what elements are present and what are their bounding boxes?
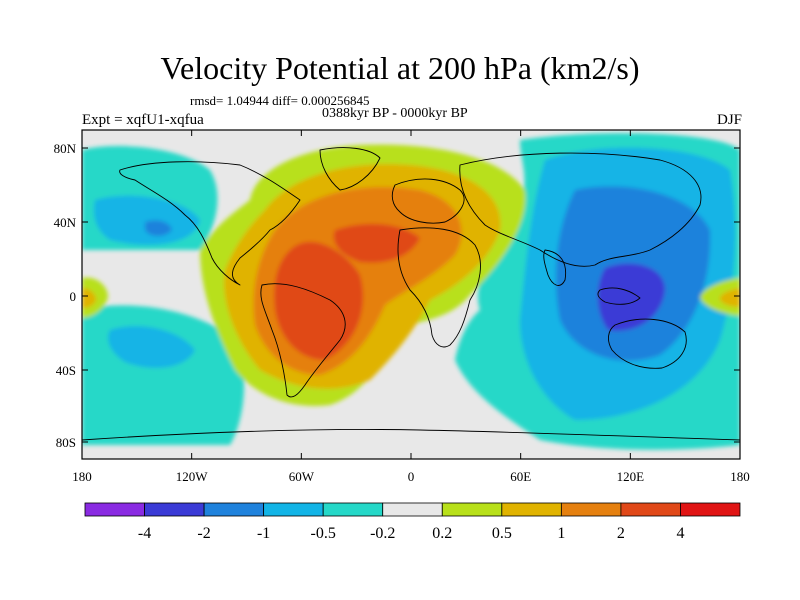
- lon-tick-label: 180: [730, 469, 750, 484]
- colorbar-swatch: [680, 502, 741, 517]
- lat-tick-label: 80N: [54, 141, 77, 156]
- lon-tick-label: 180: [72, 469, 92, 484]
- colorbar-label: 0.2: [432, 525, 452, 542]
- colorbar-swatch: [560, 502, 622, 517]
- lon-tick-label: 60E: [510, 469, 531, 484]
- coast-south-america: [260, 283, 346, 398]
- chart-title: Velocity Potential at 200 hPa (km2/s): [160, 50, 640, 86]
- lon-tick-label: 120E: [617, 469, 645, 484]
- coastlines: [82, 147, 740, 441]
- colorbar: -4 -2 -1 -0.5 -0.2 0.2 0.5 1 2 4: [84, 502, 741, 542]
- contour-neg-05-sw: [108, 326, 195, 368]
- colorbar-label: 0.5: [492, 525, 512, 542]
- contour-field: [82, 130, 740, 459]
- colorbar-swatch: [203, 502, 265, 517]
- colorbar-label: -0.2: [370, 525, 395, 542]
- colorbar-swatch: [84, 502, 145, 517]
- lat-tick-label: 40S: [56, 363, 76, 378]
- axis-ticks: 80N 40N 0 40S 80S 180 120W 60W 0 60E 120E 180: [54, 130, 750, 484]
- contour-neg-2: [597, 263, 665, 331]
- colorbar-label: -0.5: [311, 525, 336, 542]
- contour-pos-2: [274, 241, 364, 360]
- lat-tick-label: 40N: [54, 215, 77, 230]
- colorbar-swatch: [263, 502, 324, 517]
- season-label: DJF: [716, 112, 742, 128]
- coast-africa: [397, 227, 481, 348]
- colorbar-swatch: [382, 502, 443, 517]
- contour-pos-dateline-west-inner: [82, 288, 96, 308]
- lon-tick-label: 60W: [289, 469, 315, 484]
- colorbar-swatch: [620, 502, 681, 517]
- contour-neg-1-west: [145, 220, 172, 236]
- colorbar-label: -4: [138, 525, 151, 542]
- colorbar-swatch: [441, 502, 503, 517]
- lat-tick-label: 0: [70, 289, 77, 304]
- coast-asia: [459, 152, 702, 267]
- lon-tick-label: 0: [408, 469, 415, 484]
- coast-greenland: [319, 147, 381, 191]
- coast-maritime-continent: [597, 287, 641, 305]
- coast-north-america: [119, 161, 301, 286]
- colorbar-swatch: [322, 502, 384, 517]
- period-label: 0388kyr BP - 0000kyr BP: [322, 106, 468, 121]
- colorbar-label: -1: [257, 525, 270, 542]
- contour-pos-dateline-east-inner: [719, 288, 740, 307]
- contour-neg-05-west: [93, 195, 200, 245]
- colorbar-swatch: [144, 502, 205, 517]
- coast-australia: [608, 318, 687, 369]
- contour-pos-dateline-east: [700, 278, 740, 316]
- colorbar-label: 1: [557, 525, 565, 542]
- coast-antarctica: [82, 429, 740, 441]
- lat-tick-label: 80S: [56, 435, 76, 450]
- coast-europe: [391, 178, 465, 224]
- experiment-label: Expt = xqfU1-xqfua: [82, 112, 204, 128]
- lon-tick-label: 120W: [176, 469, 209, 484]
- colorbar-label: -2: [197, 525, 210, 542]
- stats-text: rmsd= 1.04944 diff= 0.000256845: [190, 93, 370, 108]
- colorbar-label: 4: [676, 525, 684, 542]
- colorbar-label: 2: [617, 525, 625, 542]
- colorbar-swatch: [501, 502, 562, 517]
- coast-india: [543, 249, 567, 286]
